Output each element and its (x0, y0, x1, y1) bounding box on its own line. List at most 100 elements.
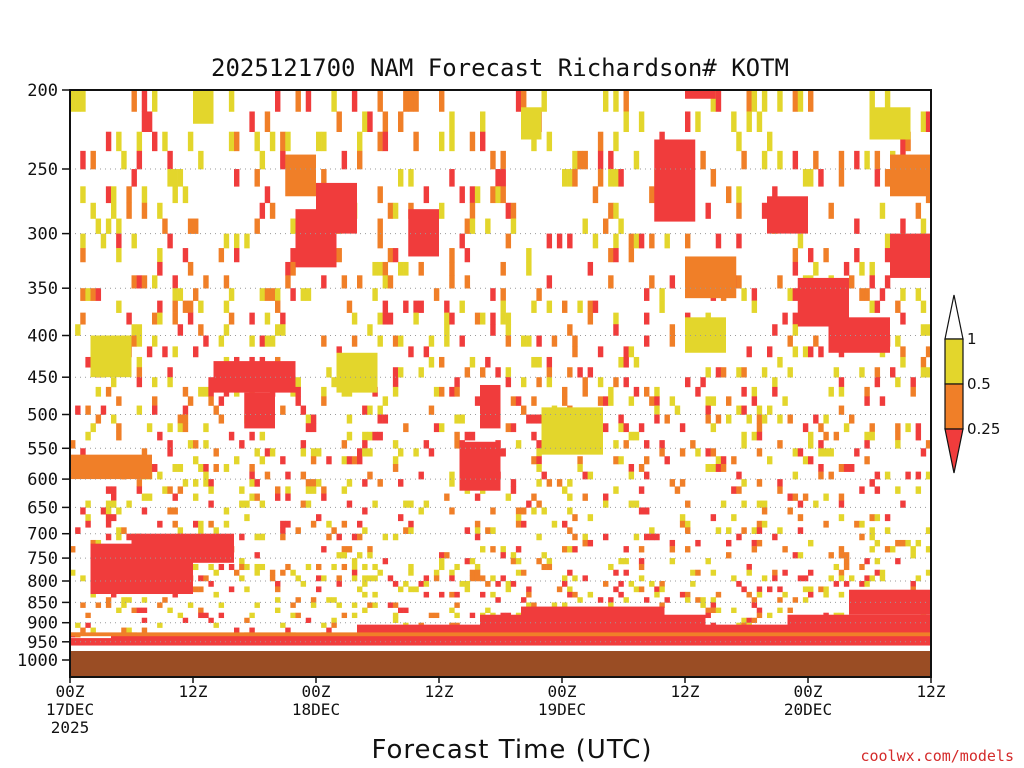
ri-cell (413, 448, 419, 457)
ri-cell (485, 607, 491, 614)
ri-cell (597, 346, 604, 358)
ri-cell (208, 500, 214, 508)
ri-cell (162, 346, 168, 358)
ri-cell (623, 569, 629, 576)
ri-cell (234, 248, 240, 263)
ri-cell (336, 248, 342, 263)
ri-cell (608, 248, 614, 263)
ri-cell (572, 335, 578, 347)
ri-cell (715, 464, 722, 472)
ri-cell (336, 533, 342, 541)
ri-cell (490, 324, 496, 336)
ri-cell (710, 448, 717, 457)
ri-cell (111, 514, 117, 522)
ri-cell (808, 440, 814, 449)
ri-cell (818, 440, 824, 449)
y-tick-label: 250 (27, 160, 58, 180)
ri-cell (582, 218, 588, 234)
ri-cell (823, 431, 829, 441)
ri-cell (346, 479, 353, 487)
legend-label: 0.25 (967, 420, 1000, 438)
ri-cell (387, 202, 394, 219)
ri-cell (193, 440, 199, 449)
ri-cell (269, 335, 276, 347)
ri-cell (751, 602, 758, 608)
ri-cell (372, 575, 378, 582)
ri-cell (111, 414, 117, 424)
ri-cell (679, 591, 686, 598)
ri-cell (474, 396, 481, 406)
ri-cell (792, 90, 799, 112)
ri-cell (187, 218, 194, 234)
ri-cell (705, 464, 711, 472)
ri-cell (469, 569, 476, 576)
y-tick-label: 550 (27, 439, 58, 459)
ri-cell (398, 111, 404, 133)
ri-cell (326, 367, 332, 378)
ri-cell (136, 367, 143, 378)
ri-cell (582, 493, 588, 501)
ri-cell (116, 533, 122, 541)
ri-cell (500, 169, 506, 187)
ri-cell (731, 456, 737, 465)
ri-cell (177, 423, 184, 433)
ri-cell (346, 300, 353, 313)
credit-text[interactable]: coolwx.com/models (860, 747, 1014, 765)
ri-cell (792, 288, 799, 301)
ri-cell (808, 539, 814, 547)
ri-cell (644, 533, 650, 541)
y-tick-label: 600 (27, 470, 58, 490)
ri-cell (75, 405, 81, 415)
ri-cell (203, 612, 209, 619)
ri-cell (746, 90, 752, 112)
ri-cell (362, 575, 368, 582)
ri-cell (341, 275, 348, 289)
ri-cell (362, 431, 368, 441)
ri-cell (633, 586, 640, 593)
ri-cell (105, 514, 112, 522)
ri-region (521, 606, 665, 623)
ri-cell (357, 275, 363, 289)
ri-cell (531, 431, 537, 441)
ri-cell (85, 405, 91, 415)
ri-cell (305, 479, 312, 487)
legend-swatch-0.5-1 (944, 338, 964, 385)
ri-cell (843, 464, 850, 472)
ri-cell (818, 169, 824, 187)
ri-cell (710, 90, 717, 112)
ri-cell (521, 90, 527, 112)
ri-cell (797, 90, 804, 112)
ri-cell (787, 493, 793, 501)
ri-cell (603, 396, 609, 406)
ri-cell (95, 602, 102, 608)
ri-cell (449, 591, 455, 598)
ri-cell (111, 202, 117, 219)
ri-cell (321, 546, 327, 553)
ri-cell (495, 186, 501, 204)
ri-cell (490, 288, 496, 301)
ri-cell (254, 569, 260, 576)
ri-cell (874, 150, 881, 170)
ri-cell (433, 569, 440, 576)
ri-cell (838, 386, 845, 397)
ri-cell (920, 367, 927, 378)
ri-cell (828, 471, 834, 480)
ri-cell (736, 486, 742, 494)
ri-cell (116, 423, 122, 433)
ri-cell (275, 486, 281, 494)
ri-cell (439, 131, 445, 152)
ri-cell (531, 131, 537, 152)
ri-cell (146, 493, 153, 501)
ri-cell (157, 248, 163, 263)
ri-cell (367, 546, 373, 553)
ri-cell (444, 335, 450, 347)
ri-cell (75, 324, 81, 336)
ri-cell (469, 431, 476, 441)
ri-cell (346, 500, 353, 508)
ri-cell (920, 324, 927, 336)
ri-cell (767, 612, 773, 619)
ri-cell (105, 500, 112, 508)
ri-cell (582, 471, 588, 480)
ri-cell (618, 414, 624, 424)
ri-cell (167, 377, 173, 388)
